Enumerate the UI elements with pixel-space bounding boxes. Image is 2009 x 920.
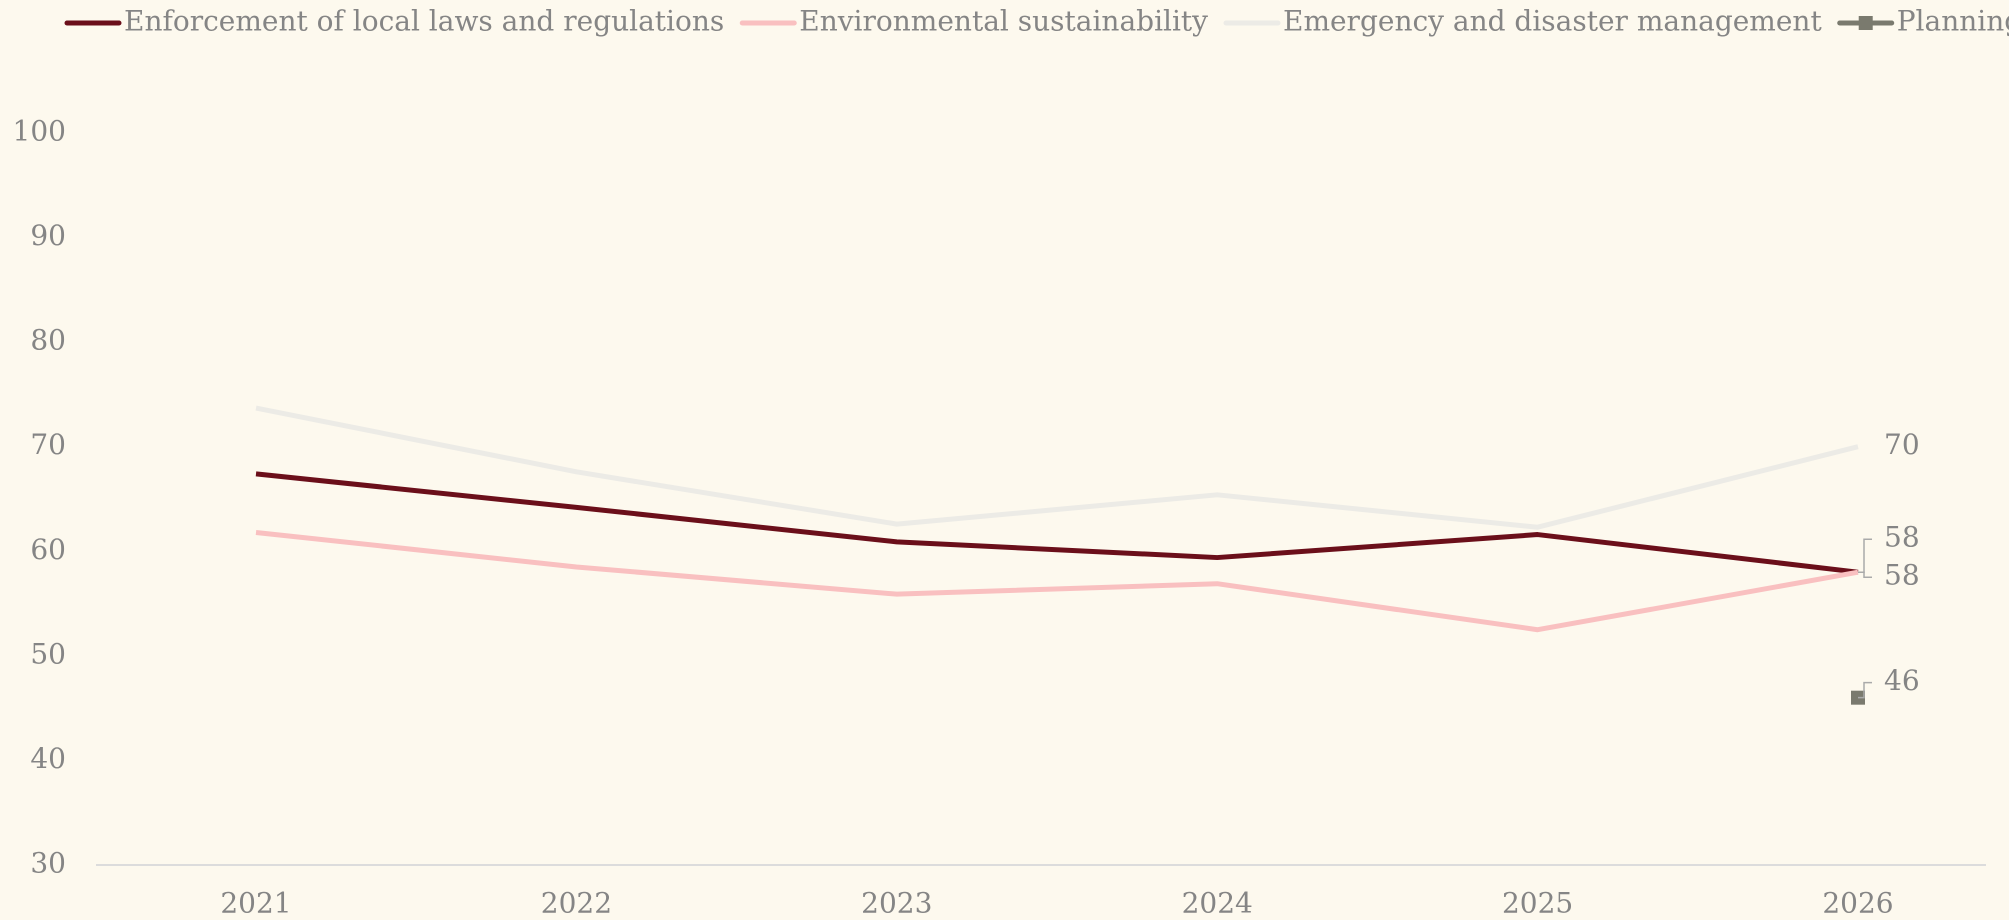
leader-line [1858, 538, 1872, 573]
legend-label: Planning [1897, 5, 2009, 38]
series-line [255, 405, 1859, 530]
data-label: 46 [1884, 664, 1920, 697]
leader-line [1858, 571, 1872, 578]
data-label: 58 [1884, 521, 1920, 554]
y-tick-label: 50 [30, 637, 66, 670]
y-tick-label: 90 [30, 219, 66, 252]
y-tick-label: 100 [13, 115, 66, 148]
y-tick-label: 80 [30, 324, 66, 357]
x-tick-label: 2023 [861, 887, 932, 920]
x-tick-label: 2021 [220, 887, 291, 920]
series-line [255, 471, 1859, 575]
x-tick-label: 2026 [1822, 887, 1893, 920]
legend-label: Emergency and disaster management [1283, 5, 1822, 38]
legend-marker [1858, 16, 1873, 30]
leader-line [1858, 681, 1872, 699]
x-tick-label: 2022 [541, 887, 612, 920]
x-tick-label: 2025 [1502, 887, 1573, 920]
data-label: 70 [1884, 428, 1920, 461]
y-tick-label: 40 [30, 742, 66, 775]
y-tick-label: 30 [30, 847, 66, 880]
legend-label: Environmental sustainability [799, 5, 1208, 38]
legend-label: Enforcement of local laws and regulation… [124, 5, 724, 38]
x-tick-label: 2024 [1182, 887, 1253, 920]
y-tick-label: 70 [30, 428, 66, 461]
data-label: 58 [1884, 559, 1920, 592]
series-line [255, 529, 1859, 633]
y-tick-label: 60 [30, 533, 66, 566]
